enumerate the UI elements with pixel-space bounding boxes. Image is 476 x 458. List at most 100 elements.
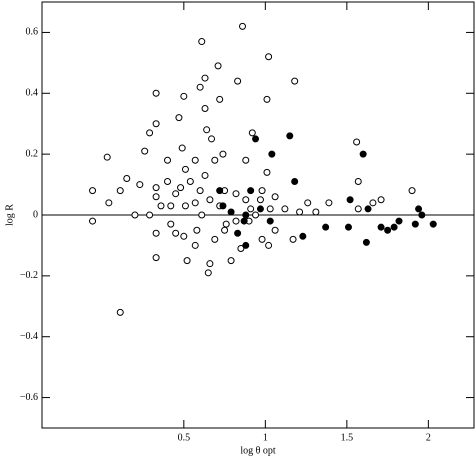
data-point <box>291 178 299 186</box>
data-point <box>234 77 242 85</box>
data-point <box>377 223 385 231</box>
data-point <box>286 132 294 140</box>
data-point <box>227 257 235 265</box>
data-point <box>198 211 206 219</box>
y-tick-label: 0 <box>33 209 38 220</box>
data-point <box>256 205 264 213</box>
data-point <box>131 211 139 219</box>
data-point <box>312 208 320 216</box>
data-point <box>211 156 219 164</box>
x-tick-label: 0.5 <box>178 432 191 443</box>
data-point <box>89 187 97 195</box>
data-point <box>364 205 372 213</box>
data-point <box>146 211 154 219</box>
data-point <box>291 77 299 85</box>
data-point <box>344 223 352 231</box>
data-point <box>216 95 224 103</box>
data-point <box>152 254 160 262</box>
data-point <box>219 202 227 210</box>
data-point <box>325 199 333 207</box>
data-point <box>172 229 180 237</box>
data-point <box>247 187 255 195</box>
data-point <box>181 165 189 173</box>
data-point <box>242 156 250 164</box>
data-point <box>408 187 416 195</box>
data-point <box>390 223 398 231</box>
data-point <box>242 241 250 249</box>
data-point <box>152 89 160 97</box>
data-point <box>232 190 240 198</box>
data-point <box>172 190 180 198</box>
x-tick-label: 1.5 <box>341 432 354 443</box>
data-point <box>105 199 113 207</box>
data-point <box>234 229 242 237</box>
y-axis-label: log R <box>4 204 15 226</box>
data-point <box>198 38 206 46</box>
data-point <box>180 92 188 100</box>
data-point <box>203 126 211 134</box>
data-point <box>252 211 260 219</box>
data-point <box>191 241 199 249</box>
data-point <box>353 138 361 146</box>
data-point <box>157 202 165 210</box>
data-point <box>167 220 175 228</box>
data-point <box>152 193 160 201</box>
data-point <box>183 257 191 265</box>
data-point <box>186 178 194 186</box>
data-point <box>191 199 199 207</box>
data-point <box>177 184 185 192</box>
data-point <box>167 202 175 210</box>
data-point <box>359 150 367 158</box>
data-point <box>208 135 216 143</box>
y-tick-label: 0.6 <box>26 27 39 38</box>
data-point <box>263 168 271 176</box>
data-point <box>164 178 172 186</box>
data-point <box>206 196 214 204</box>
y-tick-label: −0.6 <box>20 392 38 403</box>
x-axis-label: log θ opt <box>240 445 276 456</box>
data-point <box>415 205 423 213</box>
data-point <box>346 196 354 204</box>
data-point <box>248 129 256 137</box>
data-point <box>429 220 437 228</box>
data-point <box>239 22 247 30</box>
data-point <box>266 205 274 213</box>
data-point <box>89 217 97 225</box>
data-point <box>266 217 274 225</box>
data-point <box>211 235 219 243</box>
data-point <box>164 156 172 164</box>
data-point <box>152 120 160 128</box>
data-point <box>395 217 403 225</box>
data-point <box>354 205 362 213</box>
data-point <box>116 308 124 316</box>
data-point <box>141 147 149 155</box>
data-point <box>242 196 250 204</box>
data-point <box>268 150 276 158</box>
data-point <box>354 178 362 186</box>
data-point <box>146 129 154 137</box>
data-point <box>123 174 131 182</box>
data-point <box>181 202 189 210</box>
data-point <box>175 114 183 122</box>
y-tick-label: −0.2 <box>20 270 38 281</box>
data-point <box>191 156 199 164</box>
data-point <box>219 150 227 158</box>
data-point <box>289 235 297 243</box>
data-point <box>362 238 370 246</box>
data-point <box>271 193 279 201</box>
y-tick-label: 0.2 <box>26 148 39 159</box>
data-point <box>178 144 186 152</box>
data-point <box>304 199 312 207</box>
data-point <box>281 205 289 213</box>
data-point <box>252 135 260 143</box>
data-point <box>377 196 385 204</box>
data-point <box>180 232 188 240</box>
data-point <box>384 226 392 234</box>
data-point <box>214 62 222 70</box>
data-point <box>242 211 250 219</box>
data-point <box>204 269 212 277</box>
data-point <box>256 196 264 204</box>
data-point <box>201 105 209 112</box>
data-point <box>247 205 255 213</box>
